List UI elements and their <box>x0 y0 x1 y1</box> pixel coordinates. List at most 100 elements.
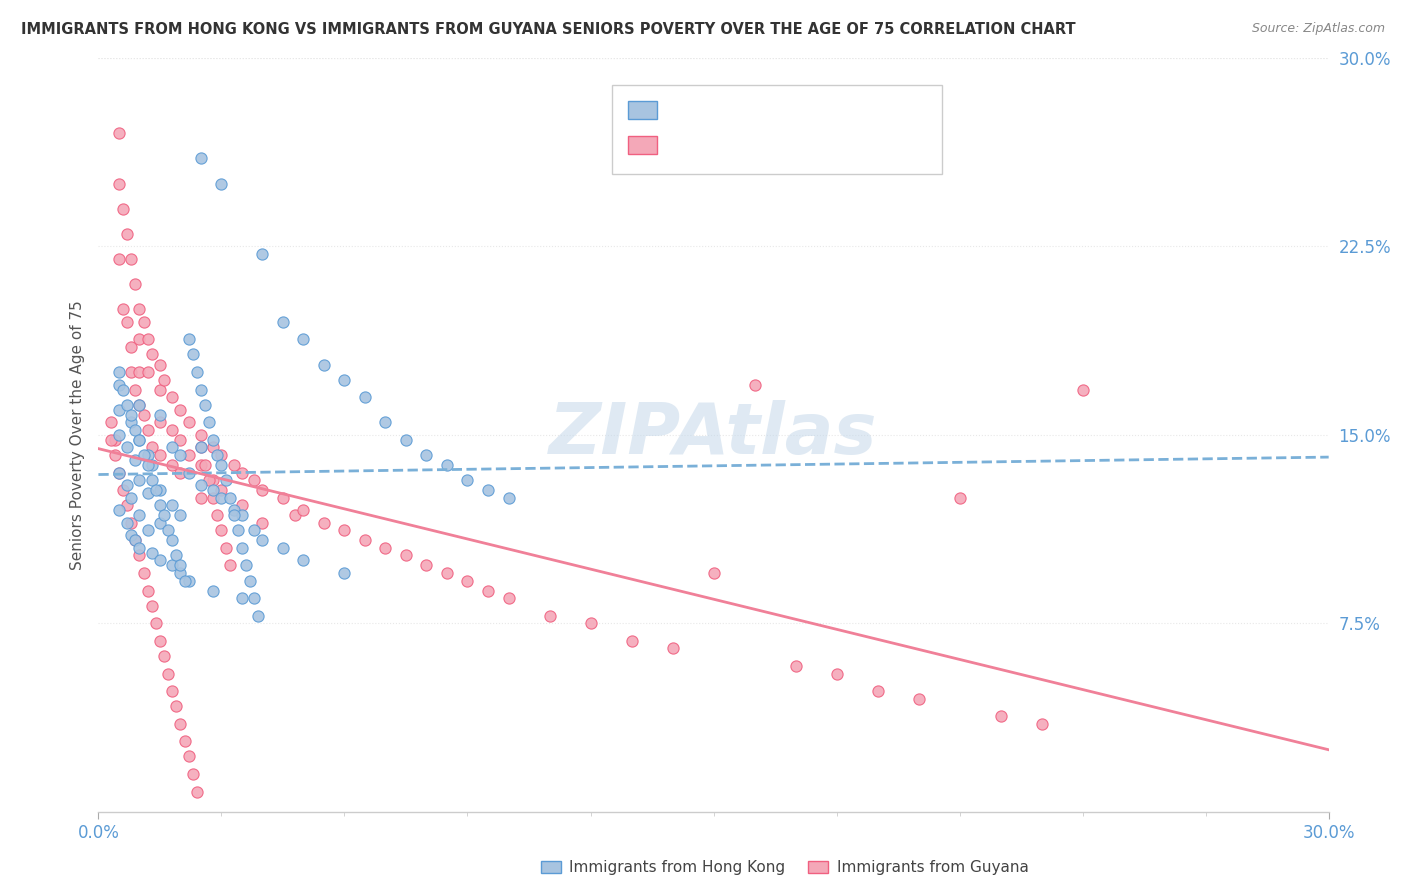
Point <box>436 458 458 472</box>
Point <box>243 524 266 538</box>
Point <box>211 448 233 462</box>
Point <box>243 473 266 487</box>
Point <box>222 458 245 472</box>
Point <box>120 415 142 429</box>
Point <box>149 633 172 648</box>
Point <box>112 302 135 317</box>
Point <box>231 498 253 512</box>
Point <box>153 373 176 387</box>
Point <box>292 503 315 517</box>
Point <box>374 415 396 429</box>
Point <box>498 591 520 606</box>
Point <box>186 784 208 798</box>
Point <box>162 498 183 512</box>
Point <box>177 574 200 588</box>
Text: Immigrants from Guyana: Immigrants from Guyana <box>837 860 1028 874</box>
Point <box>141 347 163 361</box>
Point <box>374 541 396 555</box>
Text: ZIPAtlas: ZIPAtlas <box>550 401 877 469</box>
Point <box>108 177 131 191</box>
Point <box>202 583 225 598</box>
Point <box>218 491 240 505</box>
Point <box>128 302 150 317</box>
Point <box>149 553 172 567</box>
Point <box>108 377 131 392</box>
Point <box>115 516 138 530</box>
Point <box>477 583 499 598</box>
Point <box>169 508 191 523</box>
Text: 108: 108 <box>792 138 825 153</box>
Point <box>169 466 191 480</box>
Point <box>866 684 889 698</box>
Point <box>115 478 138 492</box>
Point <box>132 448 155 462</box>
Point <box>1071 383 1094 397</box>
Point <box>214 473 236 487</box>
Point <box>124 423 146 437</box>
Point <box>169 448 191 462</box>
Point <box>436 566 458 580</box>
Point <box>128 541 150 555</box>
Y-axis label: Seniors Poverty Over the Age of 75: Seniors Poverty Over the Age of 75 <box>69 300 84 570</box>
Point <box>211 524 233 538</box>
Point <box>132 566 155 580</box>
Point <box>120 340 142 354</box>
Point <box>162 558 183 573</box>
Point <box>333 566 356 580</box>
Point <box>120 516 142 530</box>
Point <box>202 473 225 487</box>
Point <box>177 448 200 462</box>
Point <box>333 524 356 538</box>
Point <box>104 433 127 447</box>
Point <box>198 415 221 429</box>
Point <box>128 433 150 447</box>
Point <box>252 247 274 261</box>
Point <box>271 315 294 329</box>
Point <box>128 473 150 487</box>
Point <box>538 608 561 623</box>
Point <box>1031 716 1053 731</box>
Point <box>128 365 150 379</box>
Point <box>149 483 172 497</box>
Point <box>395 549 418 563</box>
Point <box>194 398 217 412</box>
Point <box>415 448 437 462</box>
Point <box>115 227 138 241</box>
Point <box>222 508 245 523</box>
Point <box>949 491 972 505</box>
Point <box>226 524 249 538</box>
Point <box>990 709 1012 723</box>
Point <box>211 177 233 191</box>
Point <box>162 684 183 698</box>
Point <box>124 533 146 548</box>
Point <box>211 458 233 472</box>
Point <box>149 415 172 429</box>
Point <box>108 402 131 417</box>
Point <box>231 591 253 606</box>
Point <box>112 202 135 216</box>
Point <box>198 473 221 487</box>
Point <box>162 458 183 472</box>
Point <box>108 252 131 266</box>
Point <box>271 541 294 555</box>
Point <box>190 458 212 472</box>
Point <box>112 383 135 397</box>
Point <box>108 466 131 480</box>
Point <box>108 503 131 517</box>
Point <box>169 433 191 447</box>
Point <box>186 365 208 379</box>
Point <box>149 448 172 462</box>
Point <box>907 691 929 706</box>
Point <box>292 553 315 567</box>
Point <box>157 666 180 681</box>
Point <box>181 767 204 781</box>
Point <box>120 491 142 505</box>
Point <box>100 415 122 429</box>
Point <box>162 390 183 404</box>
Point <box>108 466 131 480</box>
Text: 0.015: 0.015 <box>699 138 745 153</box>
Point <box>477 483 499 497</box>
Point <box>136 583 159 598</box>
Point <box>115 441 138 455</box>
Point <box>124 533 146 548</box>
